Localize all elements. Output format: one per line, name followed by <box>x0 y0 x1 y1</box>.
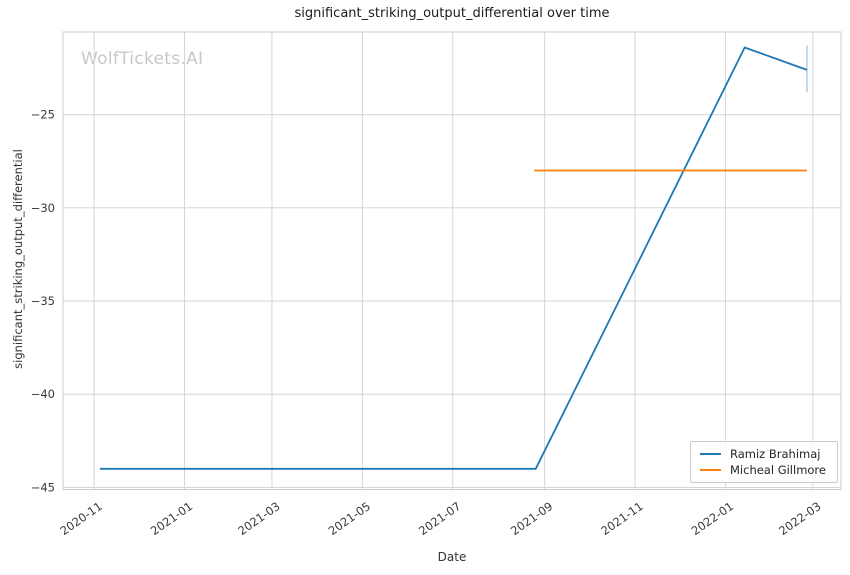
x-tick-label: 2022-03 <box>776 499 823 538</box>
plot-border <box>62 31 842 490</box>
y-tick-label: −30 <box>31 201 55 215</box>
legend-line-swatch-orange <box>700 469 721 471</box>
legend: Ramiz Brahimaj Micheal Gillmore <box>690 441 838 483</box>
legend-item-ramiz-brahimaj: Ramiz Brahimaj <box>691 446 837 462</box>
x-tick-label: 2020-11 <box>57 499 104 538</box>
x-tick-label: 2021-05 <box>326 499 373 538</box>
legend-item-micheal-gillmore: Micheal Gillmore <box>691 462 837 478</box>
x-tick-label: 2021-03 <box>235 499 282 538</box>
legend-line-swatch-blue <box>700 453 721 455</box>
watermark: WolfTickets.AI <box>81 49 204 69</box>
y-axis-label: significant_striking_output_differential <box>11 149 25 369</box>
x-tick-label: 2021-07 <box>416 499 463 538</box>
chart-title: significant_striking_output_differential… <box>294 6 610 21</box>
legend-label: Micheal Gillmore <box>730 463 826 477</box>
series-line-ramiz-brahimaj <box>100 46 808 470</box>
y-tick-label: −40 <box>31 387 55 401</box>
x-tick-label: 2021-11 <box>598 499 645 538</box>
x-tick-label: 2021-01 <box>148 499 195 538</box>
y-tick-label: −35 <box>31 294 55 308</box>
y-tick-label: −25 <box>31 108 55 122</box>
x-axis-label: Date <box>437 550 467 564</box>
legend-label: Ramiz Brahimaj <box>730 447 821 461</box>
y-tick-label: −45 <box>31 480 55 494</box>
x-tick-label: 2021-09 <box>508 499 555 538</box>
x-tick-label: 2022-01 <box>689 499 736 538</box>
